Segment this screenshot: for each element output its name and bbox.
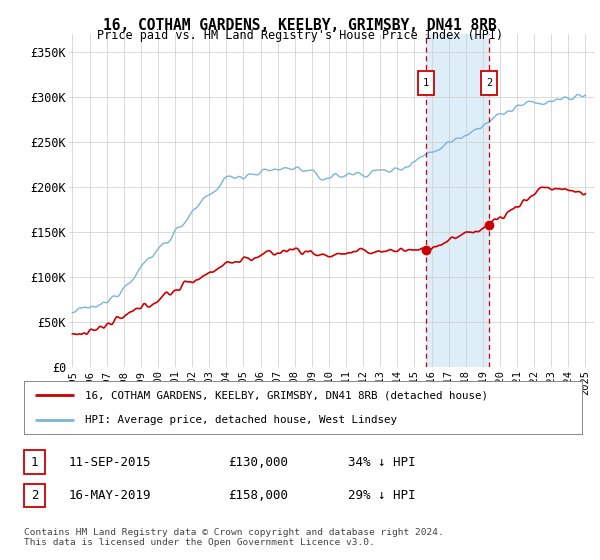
Text: £130,000: £130,000 [228, 455, 288, 469]
FancyBboxPatch shape [418, 72, 434, 95]
Text: 34% ↓ HPI: 34% ↓ HPI [348, 455, 415, 469]
Text: 16, COTHAM GARDENS, KEELBY, GRIMSBY, DN41 8RB (detached house): 16, COTHAM GARDENS, KEELBY, GRIMSBY, DN4… [85, 390, 488, 400]
Text: 1: 1 [31, 455, 38, 469]
Text: £158,000: £158,000 [228, 489, 288, 502]
Text: 16, COTHAM GARDENS, KEELBY, GRIMSBY, DN41 8RB: 16, COTHAM GARDENS, KEELBY, GRIMSBY, DN4… [103, 18, 497, 33]
Text: 2: 2 [486, 78, 492, 88]
Text: Contains HM Land Registry data © Crown copyright and database right 2024.: Contains HM Land Registry data © Crown c… [24, 528, 444, 536]
Text: This data is licensed under the Open Government Licence v3.0.: This data is licensed under the Open Gov… [24, 538, 375, 547]
Text: 16-MAY-2019: 16-MAY-2019 [69, 489, 151, 502]
Text: 1: 1 [423, 78, 430, 88]
Text: HPI: Average price, detached house, West Lindsey: HPI: Average price, detached house, West… [85, 414, 397, 424]
Text: 29% ↓ HPI: 29% ↓ HPI [348, 489, 415, 502]
Text: 11-SEP-2015: 11-SEP-2015 [69, 455, 151, 469]
FancyBboxPatch shape [481, 72, 497, 95]
Text: Price paid vs. HM Land Registry's House Price Index (HPI): Price paid vs. HM Land Registry's House … [97, 29, 503, 42]
Text: 2: 2 [31, 489, 38, 502]
Bar [426, 34, 489, 367]
